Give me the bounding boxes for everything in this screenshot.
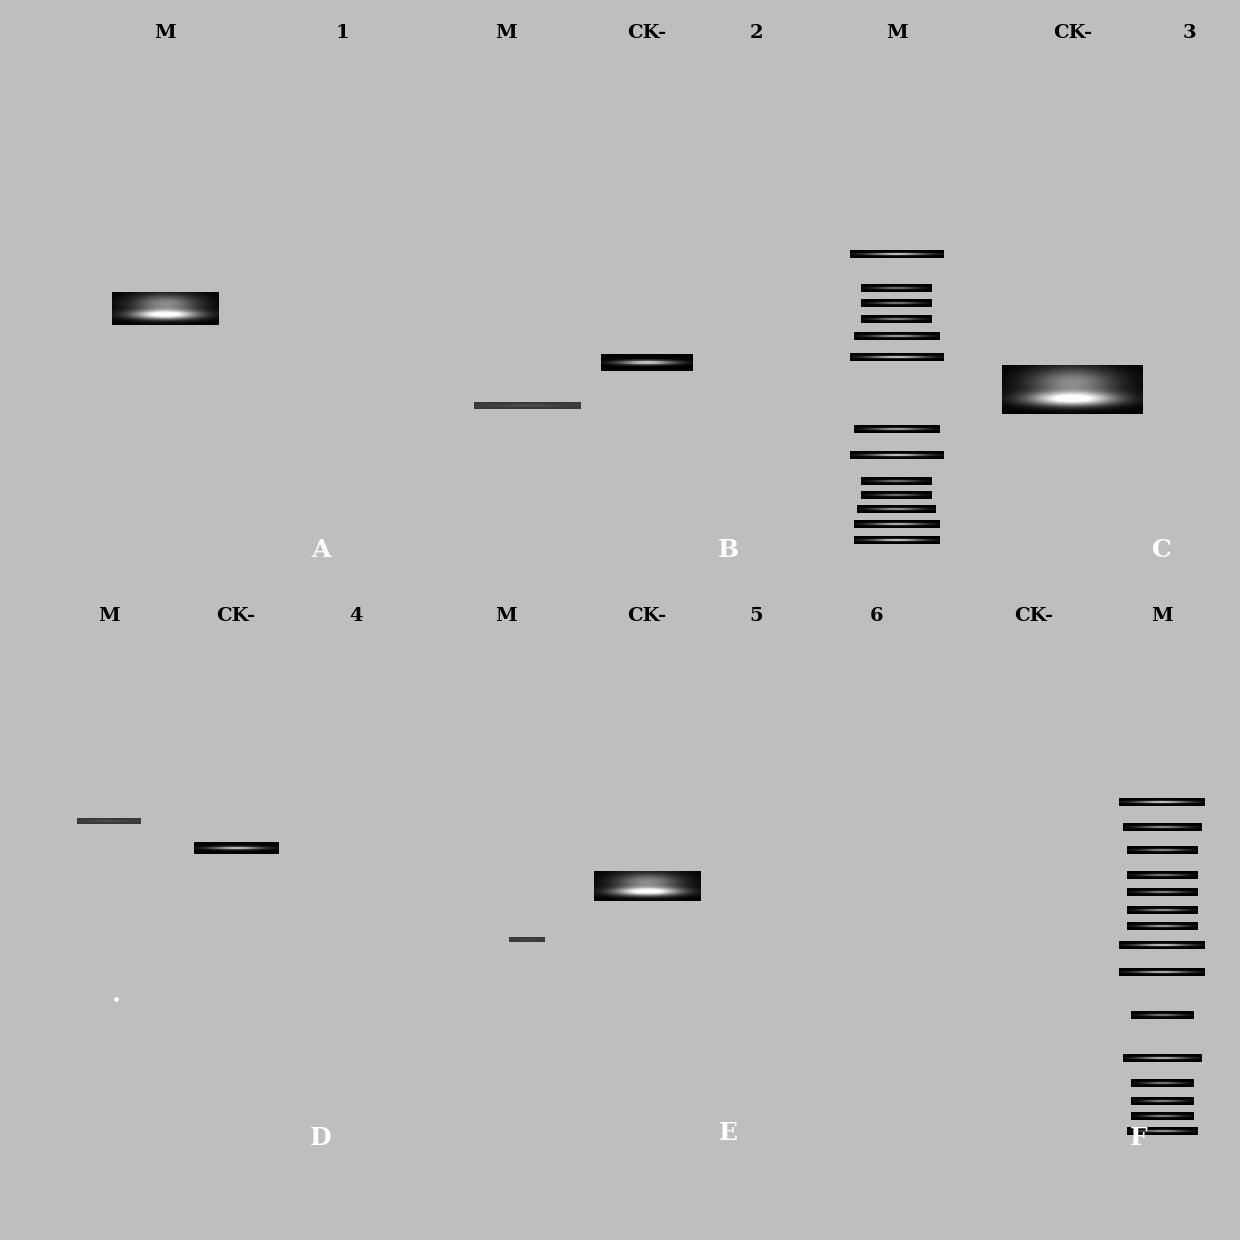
Text: 5: 5 — [750, 606, 764, 625]
Text: M: M — [1151, 606, 1173, 625]
Text: M: M — [495, 606, 516, 625]
Text: E: E — [719, 1121, 738, 1145]
Text: M: M — [155, 24, 176, 42]
Text: 2: 2 — [750, 24, 763, 42]
Text: 3: 3 — [1183, 24, 1197, 42]
Text: B: B — [718, 538, 739, 562]
Text: 1: 1 — [335, 24, 348, 42]
Text: D: D — [310, 1126, 331, 1151]
Text: F: F — [1130, 1126, 1147, 1151]
Text: C: C — [1152, 538, 1172, 562]
Text: M: M — [495, 24, 516, 42]
Text: A: A — [311, 538, 331, 562]
Text: CK-: CK- — [627, 606, 666, 625]
Text: CK-: CK- — [217, 606, 255, 625]
Text: CK-: CK- — [1053, 24, 1092, 42]
Text: M: M — [885, 24, 908, 42]
Text: 4: 4 — [350, 606, 363, 625]
Text: M: M — [98, 606, 119, 625]
Text: 6: 6 — [870, 606, 884, 625]
Text: CK-: CK- — [1013, 606, 1053, 625]
Text: CK-: CK- — [627, 24, 666, 42]
